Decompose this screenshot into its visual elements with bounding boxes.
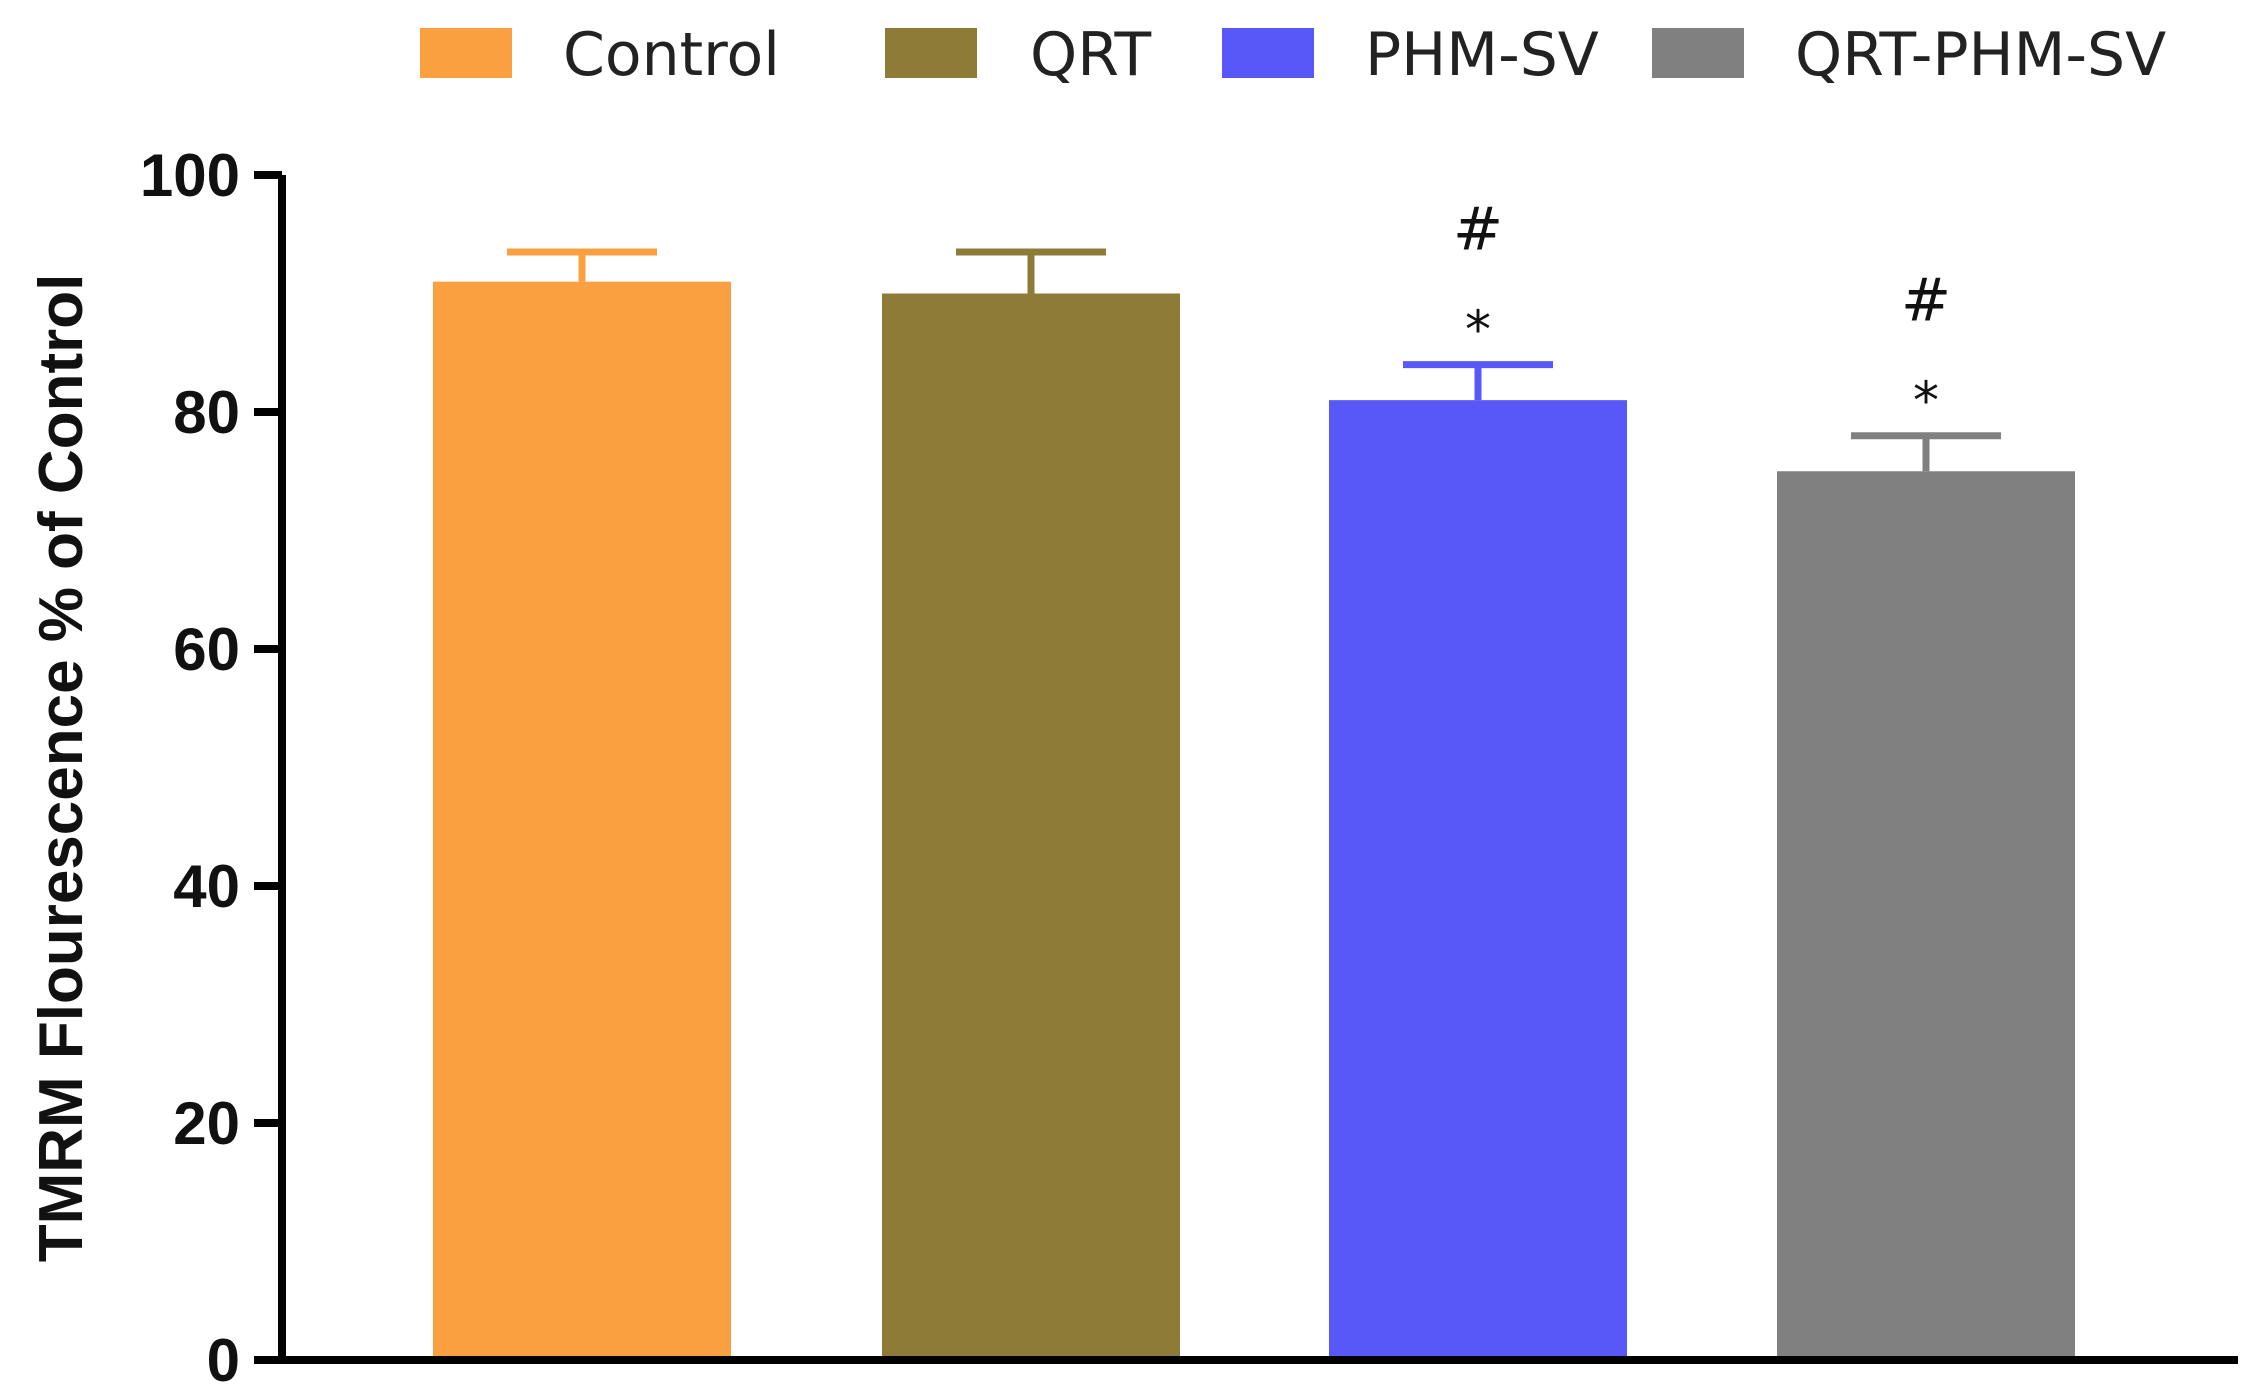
legend-swatch-control bbox=[420, 28, 512, 78]
legend-swatch-phm-sv bbox=[1222, 28, 1314, 78]
error-bar-qrt-phm-sv bbox=[1851, 432, 2001, 472]
axes: 0 20 40 60 80 100 bbox=[140, 142, 2238, 1394]
bar-qrt-phm-sv bbox=[1777, 471, 2075, 1360]
y-tick-label-80: 80 bbox=[173, 379, 240, 446]
legend-label-phm-sv: PHM-SV bbox=[1365, 20, 1599, 90]
legend-item-qrt-phm-sv: QRT-PHM-SV bbox=[1652, 20, 2166, 90]
bar-phm-sv bbox=[1329, 400, 1627, 1360]
error-bar-qrt bbox=[956, 248, 1106, 294]
legend-label-qrt-phm-sv: QRT-PHM-SV bbox=[1795, 20, 2166, 90]
legend-swatch-qrt bbox=[885, 28, 977, 78]
y-tick-label-0: 0 bbox=[207, 1327, 240, 1394]
legend-swatch-qrt-phm-sv bbox=[1652, 28, 1744, 78]
legend-label-control: Control bbox=[563, 20, 780, 90]
y-tick-label-40: 40 bbox=[173, 853, 240, 920]
y-tick-label-20: 20 bbox=[173, 1090, 240, 1157]
error-bars bbox=[507, 248, 2001, 472]
significance-hash-phm-sv: # bbox=[1453, 195, 1503, 265]
bar-control bbox=[433, 281, 731, 1360]
error-bar-phm-sv bbox=[1403, 361, 1553, 401]
significance-annotations: # * # * bbox=[1453, 195, 1951, 432]
legend-item-phm-sv: PHM-SV bbox=[1222, 20, 1599, 90]
chart-legend: Control QRT PHM-SV QRT-PHM-SV bbox=[420, 20, 2166, 90]
legend-label-qrt: QRT bbox=[1030, 20, 1152, 90]
y-axis-title: TMRM Flourescence % of Control bbox=[27, 274, 96, 1263]
bar-qrt bbox=[882, 293, 1180, 1360]
y-tick-label-60: 60 bbox=[173, 616, 240, 683]
significance-hash-qrt-phm-sv: # bbox=[1901, 266, 1951, 336]
error-bar-control bbox=[507, 248, 657, 282]
significance-star-phm-sv: * bbox=[1465, 301, 1491, 361]
bar-series bbox=[433, 281, 2075, 1360]
legend-item-qrt: QRT bbox=[885, 20, 1152, 90]
y-tick-label-100: 100 bbox=[140, 142, 240, 209]
significance-star-qrt-phm-sv: * bbox=[1913, 372, 1939, 432]
legend-item-control: Control bbox=[420, 20, 780, 90]
